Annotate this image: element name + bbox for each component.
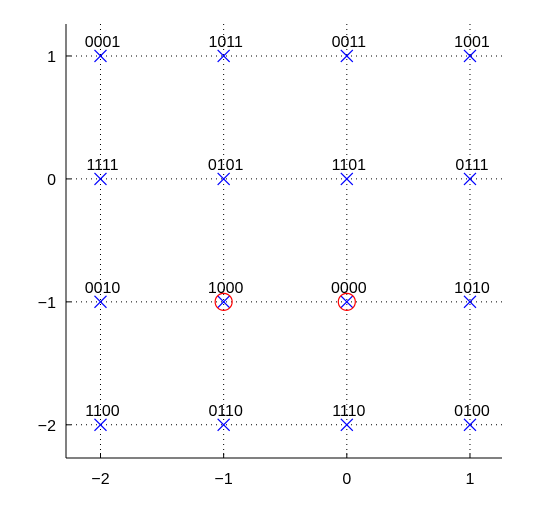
point-label: 0110	[208, 403, 243, 420]
point-label: 0001	[85, 34, 121, 51]
x-marker	[463, 172, 477, 186]
x-marker	[340, 172, 354, 186]
x-tick-label: −2	[91, 471, 109, 488]
point-label: 1100	[85, 403, 120, 420]
x-marker	[463, 295, 477, 309]
point-label: 1101	[332, 157, 367, 174]
x-tick-label: 0	[342, 471, 351, 488]
y-tick-label: −1	[38, 295, 56, 312]
point-label: 0100	[454, 403, 490, 420]
point-label: 1111	[86, 157, 118, 174]
point-label: 1110	[332, 403, 365, 420]
x-marker	[217, 418, 231, 432]
point-label: 0011	[332, 34, 367, 51]
highlight-marker	[214, 292, 233, 311]
x-marker	[217, 295, 231, 309]
point-label: 1011	[208, 34, 243, 51]
x-marker	[340, 49, 354, 63]
x-marker	[217, 49, 231, 63]
point-label: 0010	[85, 280, 121, 297]
x-marker	[94, 418, 107, 432]
x-tick-label: 1	[466, 471, 475, 488]
x-marker	[94, 172, 107, 186]
y-tick-label: −2	[38, 418, 56, 435]
point-label: 0000	[331, 280, 367, 297]
point-label: 1000	[208, 280, 244, 297]
x-marker	[94, 49, 107, 63]
point-label: 0111	[455, 157, 488, 174]
point-label: 1010	[454, 280, 490, 297]
x-tick-label: −1	[215, 471, 233, 488]
point-label: 1001	[454, 34, 490, 51]
x-marker	[463, 418, 477, 432]
point-label: 0101	[208, 157, 244, 174]
y-tick-label: 0	[47, 172, 56, 189]
x-marker	[340, 418, 354, 432]
x-marker	[217, 172, 231, 186]
x-marker	[94, 295, 107, 309]
highlight-marker	[337, 292, 356, 311]
x-marker	[463, 49, 477, 63]
x-marker	[340, 295, 354, 309]
y-tick-label: 1	[47, 49, 56, 66]
